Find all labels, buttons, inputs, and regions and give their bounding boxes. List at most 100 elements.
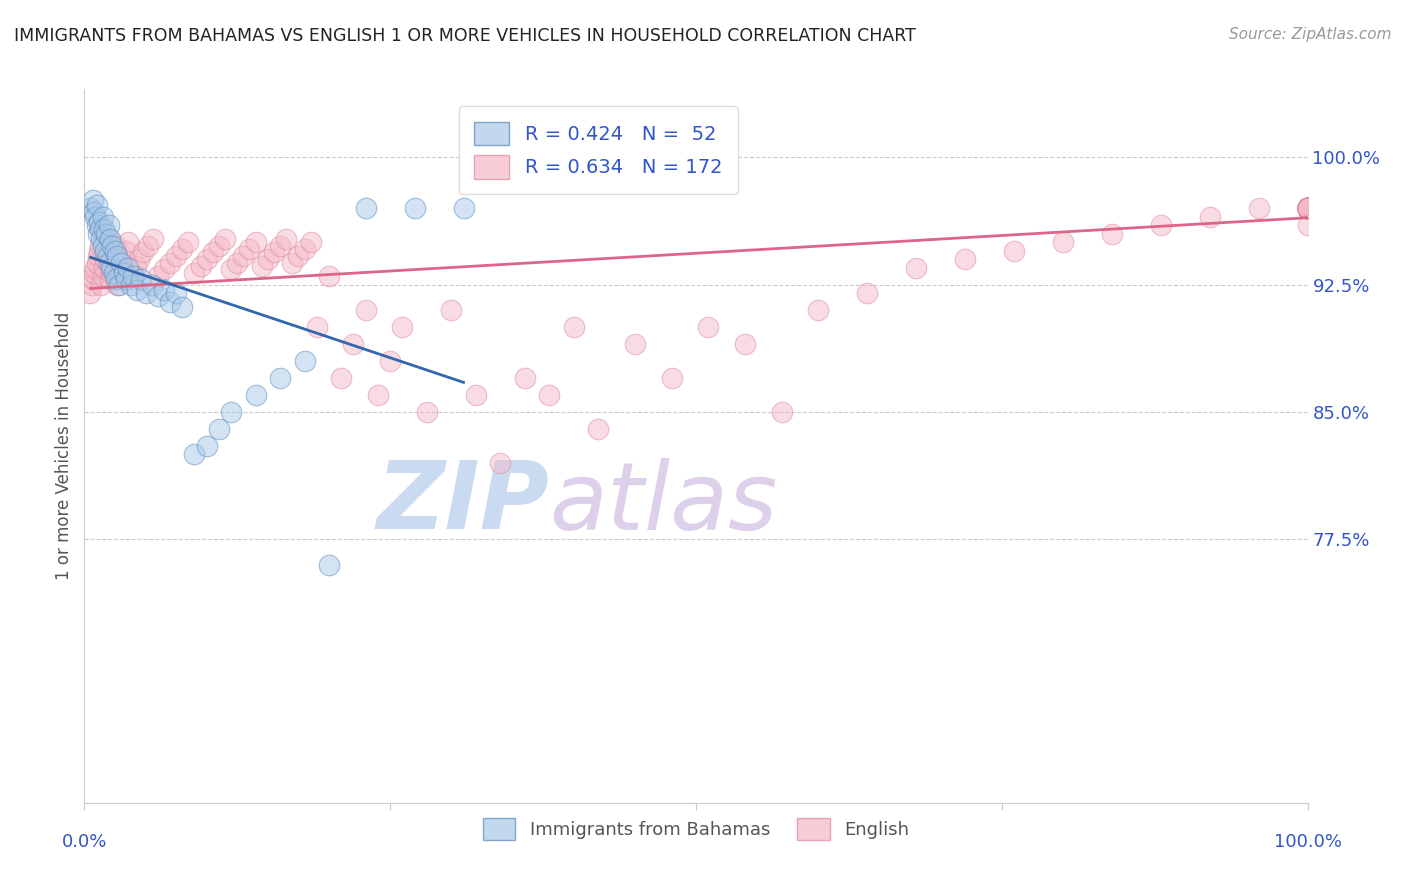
Point [1296,201,1319,215]
Point [101,259,124,273]
Point [165,286,187,301]
Point [305,320,328,334]
Point [269,371,291,385]
Point [1296,201,1319,215]
Point [87,244,110,258]
Point [89,238,111,252]
Point [1296,201,1319,215]
Point [245,235,267,249]
Point [1296,201,1319,215]
Point [1296,201,1319,215]
Point [132,245,155,260]
Point [1296,201,1319,215]
Point [1296,201,1319,215]
Point [83,266,105,280]
Point [97,238,120,252]
Point [98,232,121,246]
Point [129,272,152,286]
Point [115,272,138,286]
Point [1296,201,1319,215]
Point [159,294,181,309]
Point [195,439,218,453]
Point [80,277,103,292]
Point [354,303,377,318]
Point [489,456,512,470]
Point [91,269,114,284]
Point [1296,201,1319,215]
Point [1296,201,1319,215]
Point [1296,201,1319,215]
Point [122,269,145,284]
Text: 100.0%: 100.0% [1274,833,1341,851]
Point [120,272,142,286]
Point [905,260,928,275]
Point [1296,201,1319,215]
Point [1296,201,1319,215]
Point [330,371,353,385]
Point [136,238,159,252]
Point [953,252,976,266]
Point [100,260,122,275]
Point [1296,201,1319,215]
Point [84,210,107,224]
Point [1296,201,1319,215]
Point [125,283,148,297]
Point [1296,201,1319,215]
Point [1296,201,1319,215]
Point [135,286,157,301]
Point [107,277,129,292]
Point [269,238,291,252]
Point [318,558,340,572]
Point [1296,201,1319,215]
Point [117,235,139,249]
Text: Source: ZipAtlas.com: Source: ZipAtlas.com [1229,27,1392,42]
Point [1296,201,1319,215]
Point [1296,201,1319,215]
Point [94,252,117,266]
Point [98,272,121,286]
Point [219,405,242,419]
Point [86,255,108,269]
Point [97,249,120,263]
Point [97,232,120,246]
Point [159,255,181,269]
Point [142,232,165,246]
Point [1296,201,1319,215]
Text: 0.0%: 0.0% [62,833,107,851]
Point [219,262,242,277]
Point [1296,201,1319,215]
Point [120,277,142,292]
Legend: Immigrants from Bahamas, English: Immigrants from Bahamas, English [475,811,917,847]
Point [1296,201,1319,215]
Point [1296,201,1319,215]
Point [1296,201,1319,215]
Point [84,260,107,275]
Point [1296,201,1319,215]
Point [97,255,120,269]
Point [1296,201,1319,215]
Text: IMMIGRANTS FROM BAHAMAS VS ENGLISH 1 OR MORE VEHICLES IN HOUSEHOLD CORRELATION C: IMMIGRANTS FROM BAHAMAS VS ENGLISH 1 OR … [14,27,915,45]
Point [1296,201,1319,215]
Point [82,193,104,207]
Point [1296,201,1319,215]
Point [100,266,122,280]
Point [208,238,231,252]
Point [562,320,585,334]
Point [1296,201,1319,215]
Point [86,198,108,212]
Point [1296,201,1319,215]
Point [1296,201,1319,215]
Point [115,244,138,258]
Point [1296,201,1319,215]
Y-axis label: 1 or more Vehicles in Household: 1 or more Vehicles in Household [55,312,73,580]
Point [79,201,101,215]
Point [1296,201,1319,215]
Point [294,354,316,368]
Point [1296,201,1319,215]
Point [1296,201,1319,215]
Point [770,405,793,419]
Point [453,201,475,215]
Point [1296,201,1319,215]
Point [172,242,194,256]
Point [276,232,298,246]
